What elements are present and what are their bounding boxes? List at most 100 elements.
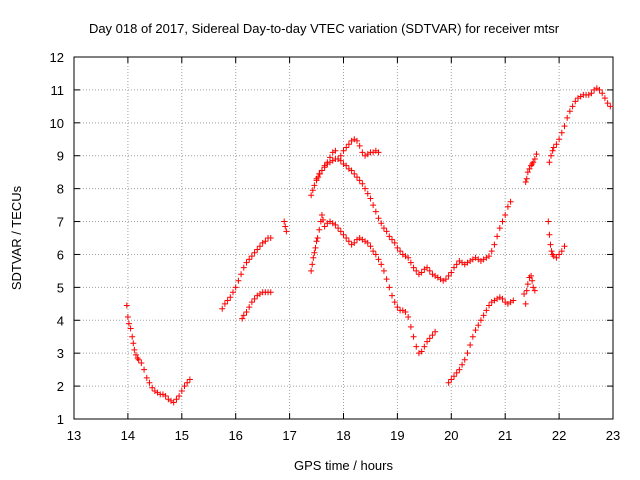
data-point [386, 284, 393, 291]
data-point [251, 249, 258, 256]
data-point [486, 253, 493, 260]
data-point [524, 281, 531, 288]
data-point [596, 86, 603, 93]
data-point [488, 248, 495, 255]
data-point [348, 167, 355, 174]
data-point [383, 228, 390, 235]
data-point [569, 103, 576, 110]
y-tick-label: 2 [57, 379, 64, 394]
x-tick-label: 16 [228, 428, 242, 443]
data-point [232, 284, 239, 291]
data-point [308, 267, 315, 274]
data-point [553, 141, 560, 148]
data-point [524, 169, 531, 176]
data-point [533, 151, 540, 158]
data-point [410, 264, 417, 271]
data-point [456, 366, 463, 373]
data-point [450, 264, 457, 271]
y-tick-label: 3 [57, 346, 64, 361]
data-point [561, 243, 568, 250]
data-point [558, 248, 565, 255]
data-point [230, 289, 237, 296]
data-point [426, 335, 433, 342]
x-tick-label: 19 [390, 428, 404, 443]
data-point [499, 218, 506, 225]
data-point [239, 315, 246, 322]
data-point [450, 373, 457, 380]
data-point [549, 147, 556, 154]
series-seg-l [546, 85, 614, 166]
y-tick-label: 12 [50, 50, 64, 65]
data-point [421, 343, 428, 350]
data-point [418, 269, 425, 276]
y-tick-label: 7 [57, 215, 64, 230]
data-point [522, 300, 529, 307]
data-point [262, 238, 269, 245]
data-point [375, 215, 382, 222]
data-point [332, 221, 339, 228]
series-seg-d [281, 218, 290, 235]
data-point [510, 297, 517, 304]
data-point [432, 328, 439, 335]
data-point [502, 211, 509, 218]
data-point [472, 327, 479, 334]
data-point [480, 312, 487, 319]
data-point [523, 287, 530, 294]
data-point [356, 177, 363, 184]
data-point [367, 195, 374, 202]
data-point [362, 185, 369, 192]
data-point [391, 239, 398, 246]
y-tick-label: 8 [57, 182, 64, 197]
y-tick-label: 11 [51, 83, 65, 98]
data-point [313, 238, 320, 245]
data-point [375, 149, 382, 156]
data-point [530, 159, 537, 166]
data-point [548, 248, 555, 255]
data-point [235, 277, 242, 284]
data-point [240, 264, 247, 271]
x-tick-label: 18 [336, 428, 350, 443]
data-point [351, 239, 358, 246]
data-point [545, 218, 552, 225]
data-point [372, 208, 379, 215]
data-point [372, 251, 379, 258]
data-point [553, 254, 560, 261]
data-point [248, 299, 255, 306]
data-point [429, 332, 436, 339]
data-point [332, 147, 339, 154]
data-point [386, 233, 393, 240]
data-point [356, 142, 363, 149]
data-point [267, 235, 274, 241]
data-point [496, 225, 503, 232]
data-point [282, 223, 289, 230]
x-tick-label: 20 [444, 428, 458, 443]
data-point [394, 304, 401, 311]
data-point [522, 179, 529, 186]
data-point [464, 350, 471, 357]
data-point [314, 235, 321, 241]
data-point [364, 239, 371, 246]
data-point [125, 320, 132, 327]
y-tick-label: 4 [57, 313, 64, 328]
series-seg-f [313, 156, 514, 284]
plot-frame [73, 56, 614, 420]
data-point [254, 246, 261, 253]
data-point [335, 225, 342, 232]
data-point [353, 174, 360, 181]
data-point [370, 248, 377, 255]
data-point [308, 192, 315, 199]
data-point [138, 360, 145, 367]
data-point [343, 162, 350, 169]
data-point [340, 231, 347, 238]
data-point [453, 261, 460, 268]
data-point [391, 299, 398, 306]
data-point [424, 338, 431, 345]
data-point [475, 322, 482, 329]
data-point [343, 144, 350, 151]
data-point [558, 129, 565, 136]
data-point [445, 272, 452, 279]
data-point [378, 261, 385, 268]
data-point [486, 302, 493, 309]
data-point [604, 100, 611, 107]
